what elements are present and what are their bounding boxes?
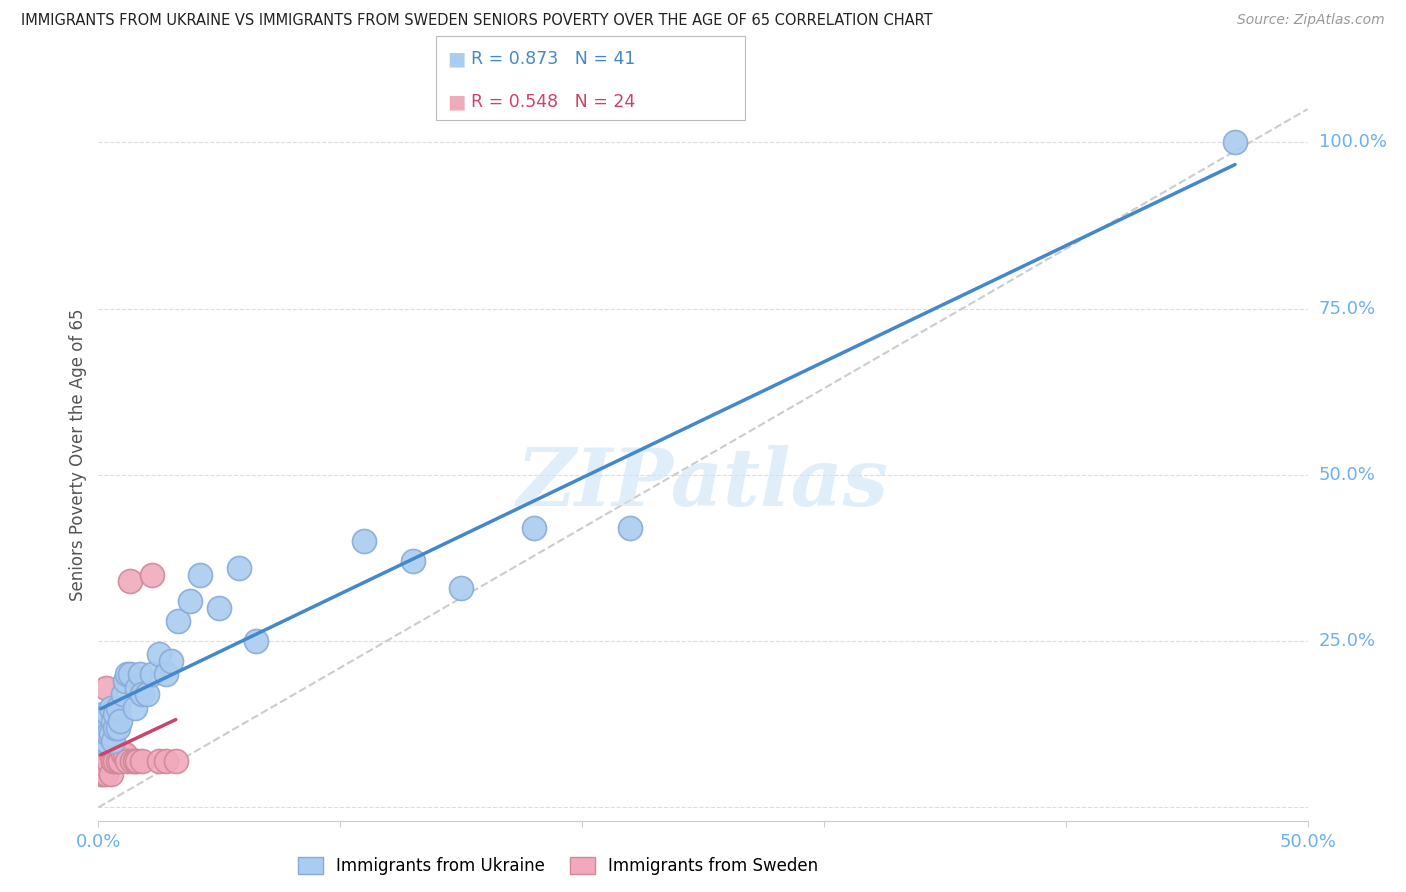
Point bbox=[90, 767, 112, 781]
Point bbox=[118, 667, 141, 681]
Point bbox=[114, 747, 136, 761]
Point bbox=[179, 594, 201, 608]
Point bbox=[91, 721, 114, 735]
Legend: Immigrants from Ukraine, Immigrants from Sweden: Immigrants from Ukraine, Immigrants from… bbox=[291, 850, 825, 882]
Text: 25.0%: 25.0% bbox=[1319, 632, 1376, 650]
Point bbox=[188, 567, 211, 582]
Text: 50.0%: 50.0% bbox=[1319, 466, 1375, 483]
Point bbox=[165, 754, 187, 768]
Point bbox=[114, 673, 136, 688]
Point bbox=[90, 734, 112, 748]
Text: R = 0.873   N = 41: R = 0.873 N = 41 bbox=[471, 51, 636, 69]
Point bbox=[111, 747, 134, 761]
Text: ■: ■ bbox=[447, 92, 465, 112]
Point bbox=[101, 734, 124, 748]
Point bbox=[155, 754, 177, 768]
Point bbox=[121, 754, 143, 768]
Point bbox=[94, 767, 117, 781]
Point bbox=[228, 561, 250, 575]
Point bbox=[97, 707, 120, 722]
Point bbox=[97, 734, 120, 748]
Point bbox=[167, 614, 190, 628]
Text: ■: ■ bbox=[447, 50, 465, 69]
Point bbox=[1223, 136, 1246, 150]
Point bbox=[118, 574, 141, 589]
Point bbox=[108, 714, 131, 728]
Point bbox=[97, 727, 120, 741]
Point bbox=[100, 727, 122, 741]
Point bbox=[111, 687, 134, 701]
Point bbox=[91, 707, 114, 722]
Point bbox=[101, 714, 124, 728]
Text: Source: ZipAtlas.com: Source: ZipAtlas.com bbox=[1237, 13, 1385, 28]
Text: R = 0.548   N = 24: R = 0.548 N = 24 bbox=[471, 93, 636, 111]
Point bbox=[155, 667, 177, 681]
Point bbox=[208, 600, 231, 615]
Point bbox=[135, 687, 157, 701]
Point bbox=[127, 754, 149, 768]
Text: IMMIGRANTS FROM UKRAINE VS IMMIGRANTS FROM SWEDEN SENIORS POVERTY OVER THE AGE O: IMMIGRANTS FROM UKRAINE VS IMMIGRANTS FR… bbox=[21, 13, 932, 29]
Point bbox=[128, 667, 150, 681]
Point bbox=[141, 667, 163, 681]
Point bbox=[97, 754, 120, 768]
Point bbox=[101, 754, 124, 768]
Point bbox=[148, 648, 170, 662]
Point bbox=[160, 654, 183, 668]
Point bbox=[402, 554, 425, 568]
Text: 100.0%: 100.0% bbox=[1319, 134, 1386, 152]
Point bbox=[107, 700, 129, 714]
Point bbox=[117, 754, 139, 768]
Point bbox=[141, 567, 163, 582]
Text: 75.0%: 75.0% bbox=[1319, 300, 1376, 318]
Point bbox=[94, 714, 117, 728]
Point bbox=[245, 634, 267, 648]
Point bbox=[124, 700, 146, 714]
Point bbox=[117, 667, 139, 681]
Y-axis label: Seniors Poverty Over the Age of 65: Seniors Poverty Over the Age of 65 bbox=[69, 309, 87, 601]
Point bbox=[104, 707, 127, 722]
Point bbox=[100, 747, 122, 761]
Point bbox=[104, 721, 127, 735]
Point bbox=[353, 534, 375, 549]
Point bbox=[104, 754, 127, 768]
Point bbox=[107, 721, 129, 735]
Point bbox=[107, 754, 129, 768]
Point bbox=[619, 521, 641, 535]
Point bbox=[131, 754, 153, 768]
Point bbox=[94, 681, 117, 695]
Point bbox=[523, 521, 546, 535]
Point bbox=[108, 754, 131, 768]
Point bbox=[91, 767, 114, 781]
Point bbox=[100, 700, 122, 714]
Point bbox=[148, 754, 170, 768]
Point bbox=[94, 734, 117, 748]
Point bbox=[131, 687, 153, 701]
Point bbox=[450, 581, 472, 595]
Point bbox=[127, 681, 149, 695]
Point bbox=[100, 767, 122, 781]
Text: ZIPatlas: ZIPatlas bbox=[517, 445, 889, 523]
Point bbox=[124, 754, 146, 768]
